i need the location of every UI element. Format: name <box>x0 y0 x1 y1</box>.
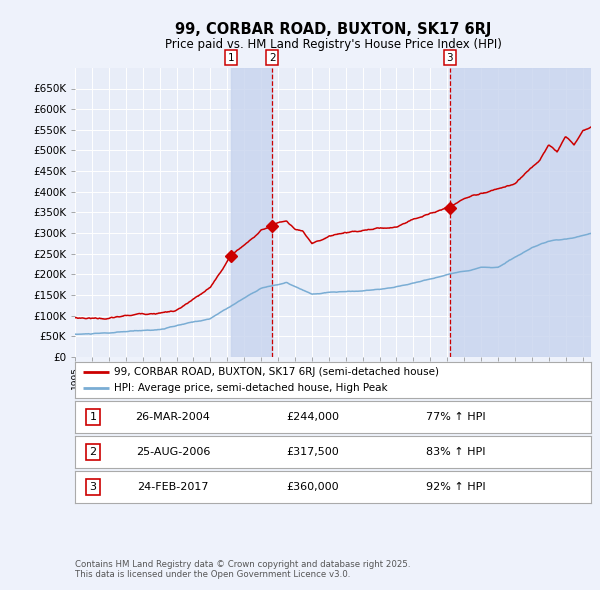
Text: 1: 1 <box>89 412 97 422</box>
Text: 3: 3 <box>89 482 97 491</box>
Text: 99, CORBAR ROAD, BUXTON, SK17 6RJ (semi-detached house): 99, CORBAR ROAD, BUXTON, SK17 6RJ (semi-… <box>114 367 439 377</box>
Text: £244,000: £244,000 <box>286 412 339 422</box>
Bar <box>231 68 272 357</box>
Text: 1: 1 <box>228 53 235 63</box>
Text: £360,000: £360,000 <box>286 482 338 491</box>
Text: 3: 3 <box>446 53 453 63</box>
Text: 92% ↑ HPI: 92% ↑ HPI <box>426 482 485 491</box>
Text: Contains HM Land Registry data © Crown copyright and database right 2025.
This d: Contains HM Land Registry data © Crown c… <box>75 560 410 579</box>
Text: 99, CORBAR ROAD, BUXTON, SK17 6RJ: 99, CORBAR ROAD, BUXTON, SK17 6RJ <box>175 22 491 37</box>
Text: 83% ↑ HPI: 83% ↑ HPI <box>426 447 485 457</box>
Bar <box>450 68 591 357</box>
Text: 77% ↑ HPI: 77% ↑ HPI <box>426 412 485 422</box>
Text: £317,500: £317,500 <box>286 447 339 457</box>
Text: Price paid vs. HM Land Registry's House Price Index (HPI): Price paid vs. HM Land Registry's House … <box>164 38 502 51</box>
Text: 24-FEB-2017: 24-FEB-2017 <box>137 482 209 491</box>
Text: HPI: Average price, semi-detached house, High Peak: HPI: Average price, semi-detached house,… <box>114 383 388 393</box>
Text: 2: 2 <box>89 447 97 457</box>
Text: 2: 2 <box>269 53 275 63</box>
Text: 25-AUG-2006: 25-AUG-2006 <box>136 447 210 457</box>
Text: 26-MAR-2004: 26-MAR-2004 <box>136 412 211 422</box>
